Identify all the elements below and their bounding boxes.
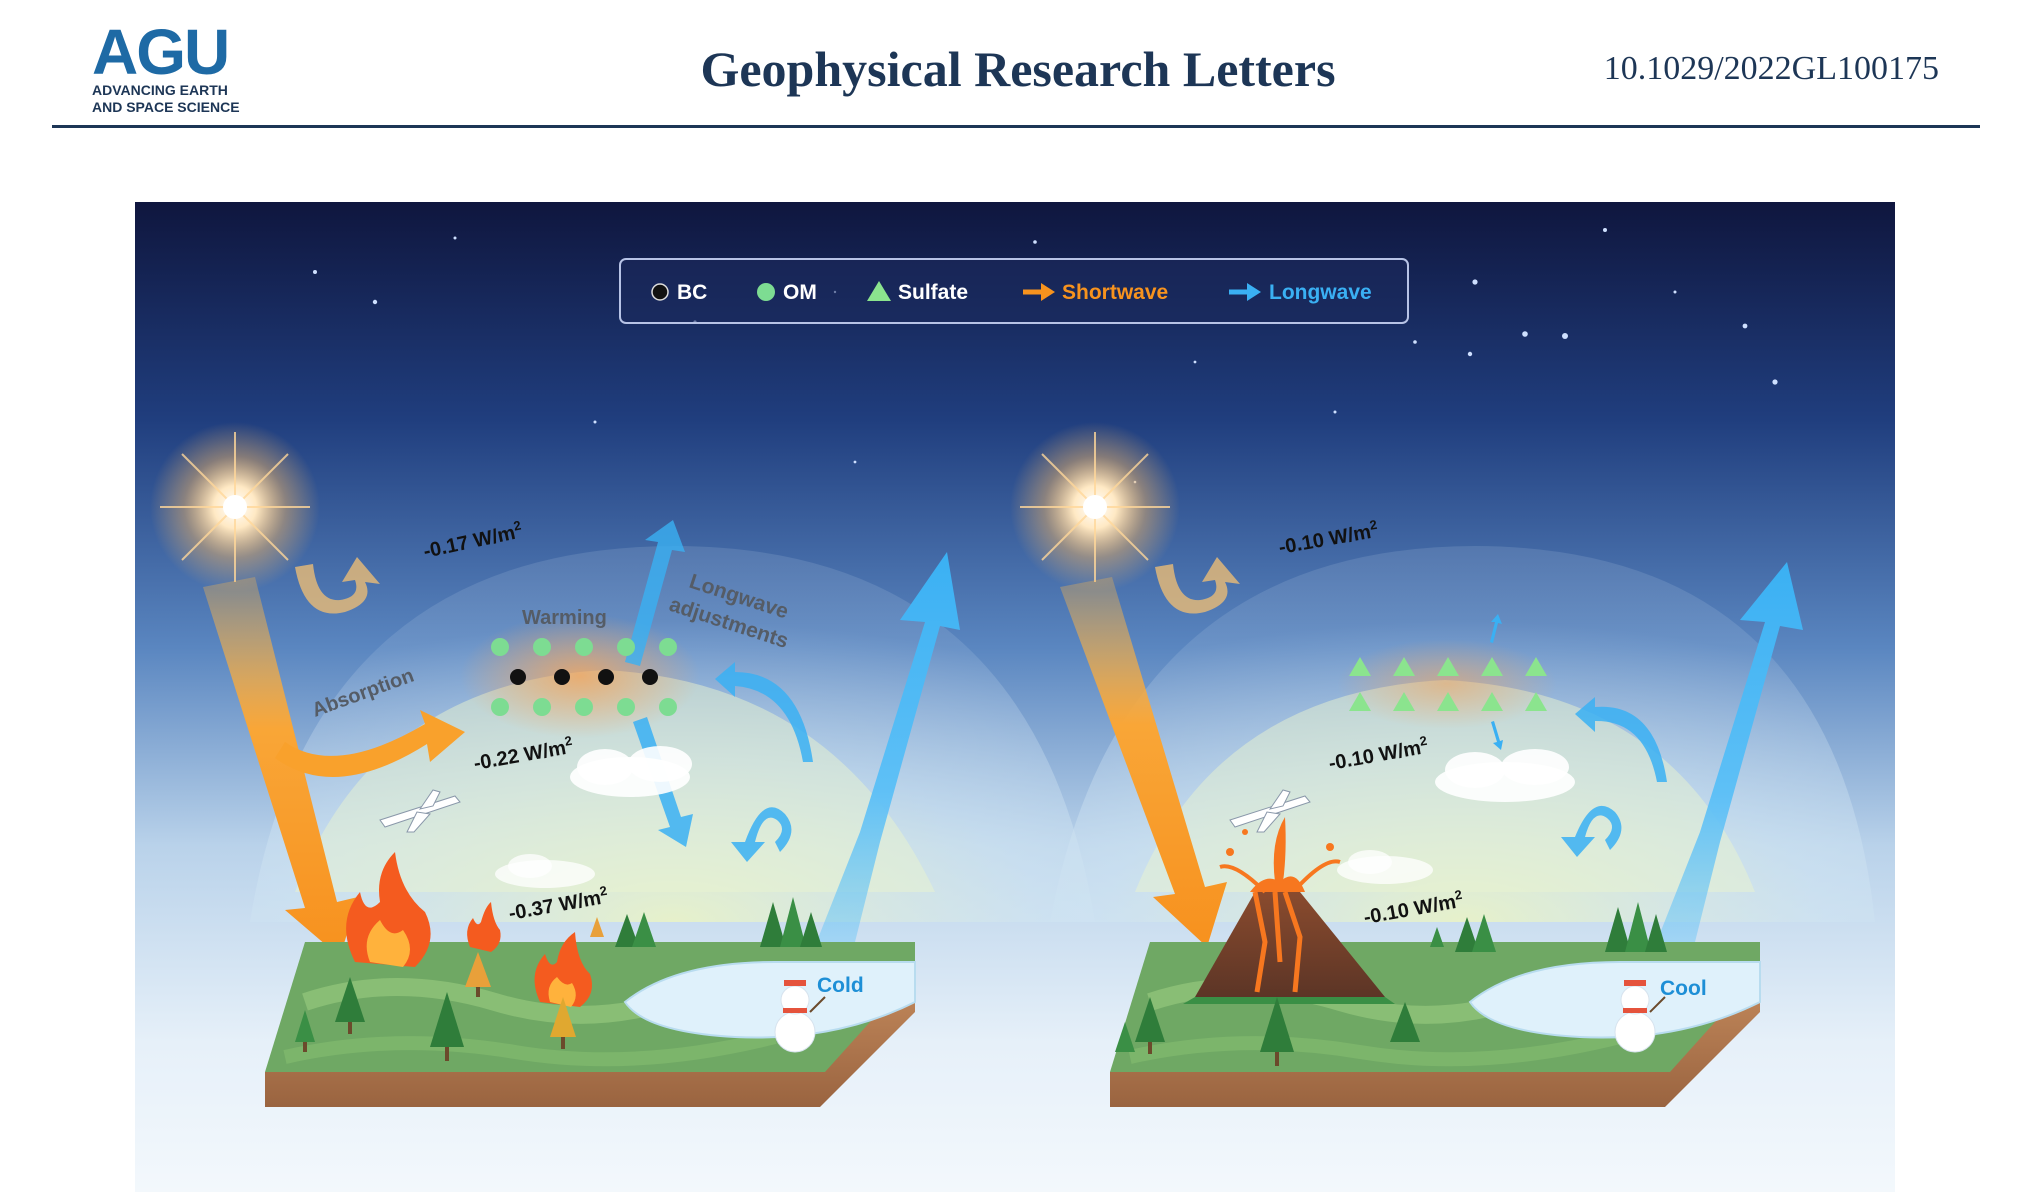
right-longwave-arrow [1625,562,1803,1022]
right-land [1110,942,1761,1107]
cold-label: Cold [817,974,864,997]
tree-icon [430,992,464,1061]
tree-icon [1390,1002,1420,1042]
snowman-icon [1614,980,1666,1053]
right-cloud-1 [1435,749,1575,802]
header-rule [52,125,1980,128]
tree-icon [335,977,365,1034]
sulfate-legend-marker [867,281,891,301]
agu-logo-line-1: ADVANCING EARTH [92,82,228,98]
left-longwave-curve-1 [715,662,813,762]
tree-icon [1455,914,1496,952]
volcano-icon [1183,817,1395,1004]
longwave-adjustment-up-arrow [625,520,685,666]
legend: BC OM Sulfate Shortwave Longwave [619,258,1409,324]
right-airplane [1229,789,1311,833]
legend-longwave: Longwave [1269,281,1372,304]
agu-logo: AGU ADVANCING EARTH AND SPACE SCIENCE [92,16,252,116]
shortwave-legend-arrow [1023,283,1055,301]
tree-icon [295,1010,315,1052]
left-trees [295,897,822,1061]
tree-icon [1605,902,1667,952]
tree-icon [760,897,822,947]
om-row-bottom [491,698,677,716]
left-land [265,942,916,1107]
om-row-top [491,638,677,656]
bc-row [510,669,658,685]
fire-icon [346,852,431,967]
legend-bc: BC [677,281,707,304]
left-longwave-arrow [785,552,960,1022]
left-cloud-2 [495,854,595,888]
longwave-legend-arrow [1229,283,1261,301]
journal-title: Geophysical Research Letters [700,41,1336,97]
left-reflection-arrow [295,557,380,614]
legend-box [619,258,1409,324]
left-aerosol-glow [460,614,700,738]
right-longwave-curve-2 [1561,805,1622,857]
cool-label: Cool [1660,977,1707,1000]
fire-icon [467,902,501,952]
left-lake [623,961,916,1039]
right-panel: -0.10 W/m2 -0.10 W/m2 -0.10 W/m2 Cool [1010,422,1875,1107]
legend-shortwave: Shortwave [1062,281,1168,304]
bc-legend-marker [651,283,669,301]
left-shortwave-arrow [203,577,358,957]
left-panel: -0.17 W/m2 Warming Absorption Longwave a… [150,422,1095,1107]
doi: 10.1029/2022GL100175 [1603,50,1939,87]
left-longwave-curve-2 [731,807,792,862]
absorption-arrow [275,710,465,777]
agu-logo-line-2: AND SPACE SCIENCE [92,99,240,115]
tree-icon [1135,997,1165,1054]
warming-label: Warming [522,607,607,629]
legend-sulfate: Sulfate [898,281,968,304]
graphical-abstract: BC OM Sulfate Shortwave Longwave [135,202,1895,1192]
right-sun [1010,422,1180,592]
agu-logo-mark: AGU [92,16,230,88]
right-aerosol-glow [1337,639,1557,729]
right-lake [1468,961,1761,1039]
tree-icon [590,917,604,937]
right-reflection-arrow [1155,557,1240,614]
right-longwave-curve-1 [1575,697,1667,782]
right-small-longwave-arrows [1490,614,1503,750]
right-trees [1115,902,1667,1066]
right-cloud-2 [1337,850,1433,884]
tree-icon [1115,1022,1135,1052]
left-aerosols [491,638,677,716]
snowman-icon [774,980,826,1053]
left-sun [150,422,320,592]
tree-icon [465,952,491,997]
left-airplane [379,789,461,833]
tree-icon [1260,997,1294,1066]
stars [313,228,1778,484]
page-header: AGU ADVANCING EARTH AND SPACE SCIENCE Ge… [0,0,2036,130]
tree-icon [550,997,576,1049]
tree-icon [1430,927,1444,947]
right-shortwave-arrow [1060,577,1227,947]
tree-icon [615,912,656,947]
om-legend-marker [757,283,775,301]
legend-om: OM [783,281,817,304]
sulfate-aerosols [1349,657,1547,711]
fire-icon [534,932,593,1007]
left-cloud-1 [570,746,692,797]
